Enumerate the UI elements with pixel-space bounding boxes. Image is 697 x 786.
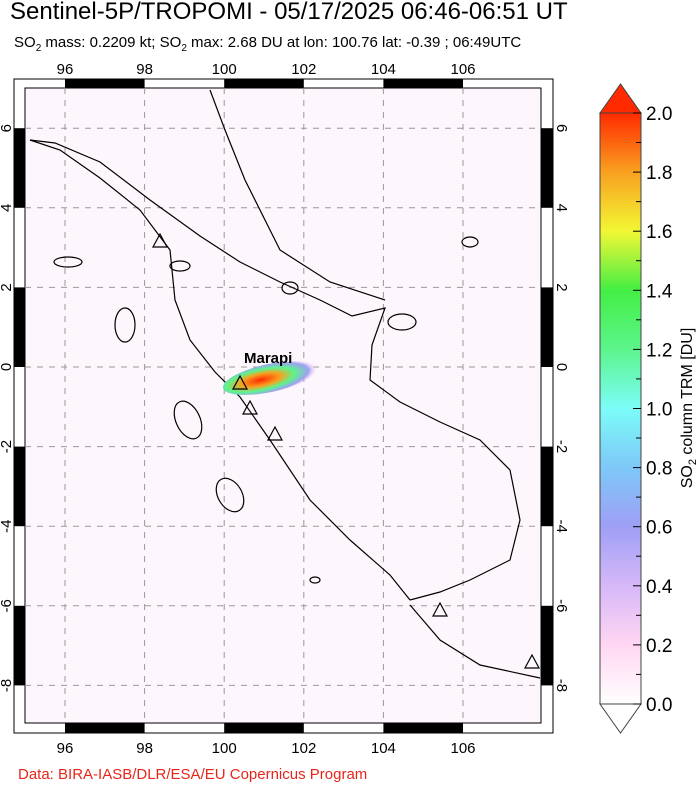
lat-tick-label: 6: [0, 124, 15, 132]
sub-text: max: 2.68 DU at lon: 100.76 lat: -0.39 ;…: [186, 34, 522, 51]
lat-bar: [14, 446, 25, 527]
sub-text: 2: [35, 43, 42, 54]
lat-tick-label: 4: [553, 204, 570, 212]
lat-tick-label: 0: [553, 363, 570, 371]
colorbar-over-triangle: [599, 83, 642, 114]
lat-bar: [541, 605, 553, 686]
lat-bar: [14, 605, 25, 686]
lon-bar: [383, 723, 463, 733]
lat-bar: [541, 287, 553, 367]
lon-bar: [65, 79, 145, 88]
lon-tick-label: 102: [291, 61, 316, 78]
colorbar: 2.0 1.8 1.6 1.4 1.2 1.0 0.8 0.6 0.4 0.2 0.0: [599, 83, 673, 734]
so2-plume: [222, 361, 318, 395]
lon-tick-label: 104: [371, 61, 396, 78]
volcano-markers: [151, 232, 541, 669]
colorbar-tick-label: 0.8: [646, 459, 672, 480]
colorbar-tick-label: 1.2: [646, 340, 672, 361]
coastline: [29, 89, 541, 679]
data-credit: Data: BIRA-IASB/DLR/ESA/EU Copernicus Pr…: [18, 766, 368, 783]
colorbar-tick-label: 0.6: [646, 518, 672, 539]
lat-bar: [14, 128, 25, 208]
lon-tick-label: 96: [57, 740, 74, 757]
lon-bar: [65, 723, 145, 733]
lon-tick-label: 104: [371, 740, 396, 757]
sub-text: 2: [181, 43, 187, 54]
lat-bar: [541, 446, 553, 527]
colorbar-tick-label: 1.0: [646, 400, 672, 421]
lat-bar: [541, 128, 553, 208]
colorbar-tick-label: 0.0: [646, 695, 672, 716]
map-title: Sentinel-5P/TROPOMI - 05/17/2025 06:46-0…: [10, 0, 568, 25]
colorbar-tick-label: 2.0: [646, 104, 672, 125]
sub-text: SO: [14, 34, 36, 51]
lon-tick-label: 102: [291, 740, 316, 757]
lat-tick-label: -4: [553, 520, 570, 533]
lon-bar: [224, 79, 304, 88]
lat-tick-label: -6: [553, 599, 570, 612]
lon-tick-label: 100: [212, 61, 237, 78]
lat-tick-label: -2: [0, 440, 15, 453]
colorbar-label: SO2 column TRM [DU]: [679, 328, 697, 489]
volcano-triangle-icon: [231, 374, 249, 390]
lon-tick-label: 96: [57, 61, 74, 78]
lat-tick-label: -2: [553, 440, 570, 453]
axis-ticks: 96 96 98 98 100 100 102 102 104 104 106 106 6 6 4 4 2 2 0 0…: [0, 61, 570, 757]
volcano-triangle-icon: [266, 425, 284, 441]
sub-text: mass: 0.2209 kt; SO: [41, 34, 182, 51]
colorbar-tick-label: 0.2: [646, 636, 672, 657]
lat-tick-label: 6: [553, 124, 570, 132]
colorbar-under-triangle: [599, 703, 642, 734]
lon-tick-label: 98: [136, 61, 153, 78]
volcano-triangle-icon: [151, 232, 169, 248]
volcano-label-marapi: Marapi: [244, 350, 292, 367]
colorbar-tick-label: 1.6: [646, 222, 672, 243]
lat-tick-label: 2: [553, 283, 570, 291]
lat-tick-label: -6: [0, 599, 15, 612]
map-subtitle: SO2 mass: 0.2209 kt; SO2 max: 2.68 DU at…: [14, 34, 521, 54]
lat-tick-label: 4: [0, 204, 15, 212]
colorbar-tick-label: 1.8: [646, 163, 672, 184]
map-frame: [13, 78, 554, 734]
lat-bar: [14, 287, 25, 367]
volcano-triangle-icon: [241, 399, 259, 415]
lon-tick-label: 106: [450, 61, 475, 78]
lon-bar: [383, 79, 463, 88]
lat-tick-label: -8: [0, 679, 15, 692]
lat-tick-label: -8: [553, 679, 570, 692]
lat-tick-label: 2: [0, 283, 15, 291]
lon-bar: [224, 723, 304, 733]
colorbar-tick-label: 0.4: [646, 577, 673, 598]
lat-tick-label: -4: [0, 520, 15, 533]
colorbar-tick-label: 1.4: [646, 281, 673, 302]
lon-tick-label: 98: [136, 740, 153, 757]
volcano-triangle-icon: [523, 653, 541, 669]
lat-tick-label: 0: [0, 363, 15, 371]
lon-tick-label: 100: [212, 740, 237, 757]
gridlines: [25, 88, 541, 723]
lon-tick-label: 106: [450, 740, 475, 757]
volcano-triangle-icon: [431, 601, 449, 617]
